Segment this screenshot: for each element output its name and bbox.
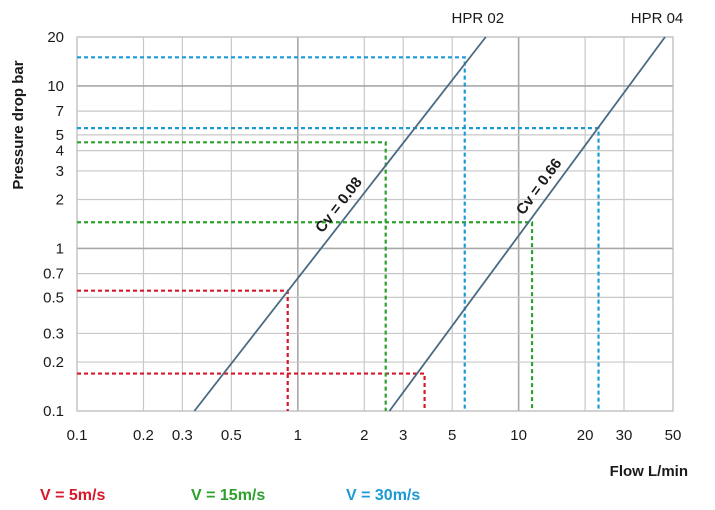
y-tick-label: 0.3 <box>43 325 64 342</box>
y-tick-label: 7 <box>56 103 64 120</box>
x-axis-label: Flow L/min <box>610 463 688 480</box>
x-tick-label: 5 <box>448 427 456 444</box>
y-axis-label: Pressure drop bar <box>10 60 27 189</box>
x-tick-label: 2 <box>360 427 368 444</box>
y-tick-label: 3 <box>56 163 64 180</box>
chart-series <box>193 36 666 412</box>
x-tick-label: 20 <box>577 427 594 444</box>
y-tick-label: 2 <box>56 192 64 209</box>
x-tick-label: 0.2 <box>133 427 154 444</box>
y-tick-label: 0.5 <box>43 289 64 306</box>
y-tick-label: 0.1 <box>43 403 64 420</box>
x-tick-label: 0.1 <box>67 427 88 444</box>
guide-line <box>77 56 466 411</box>
legend-item: V = 5m/s <box>40 487 105 504</box>
y-tick-label: 20 <box>47 29 64 46</box>
legend-item: V = 30m/s <box>346 487 420 504</box>
x-tick-label: 30 <box>616 427 633 444</box>
guide-line <box>77 221 534 411</box>
series-line <box>193 36 487 412</box>
plot-frame <box>76 36 674 412</box>
y-tick-label: 5 <box>56 127 64 144</box>
legend-item: V = 15m/s <box>191 487 265 504</box>
y-axis-ticks: 0.1 0.2 0.3 0.5 0.7 1 2 3 45 7 10 20 <box>43 29 64 420</box>
y-tick-label: 10 <box>47 78 64 95</box>
x-tick-label: 1 <box>294 427 302 444</box>
series-name-label: HPR 04 <box>631 10 684 27</box>
x-tick-label: 0.3 <box>172 427 193 444</box>
x-tick-label: 10 <box>510 427 527 444</box>
x-tick-label: 3 <box>399 427 407 444</box>
x-tick-label: 0.5 <box>221 427 242 444</box>
series-line <box>388 36 666 412</box>
x-axis-ticks: 0.1 0.2 0.3 0.5 1 2 3 5 10 20 30 50 <box>67 427 682 444</box>
series-name-label: HPR 02 <box>452 10 505 27</box>
y-tick-label: 0.2 <box>43 354 64 371</box>
chart-grid <box>76 36 674 412</box>
y-tick-label: 4 <box>56 143 64 160</box>
y-tick-label: 1 <box>56 240 64 257</box>
x-tick-label: 50 <box>665 427 682 444</box>
chart-legend: V = 5m/s V = 15m/s V = 30m/s <box>40 487 420 504</box>
y-tick-label: 0.7 <box>43 266 64 283</box>
guide-line <box>77 372 426 411</box>
guide-line <box>77 141 387 411</box>
